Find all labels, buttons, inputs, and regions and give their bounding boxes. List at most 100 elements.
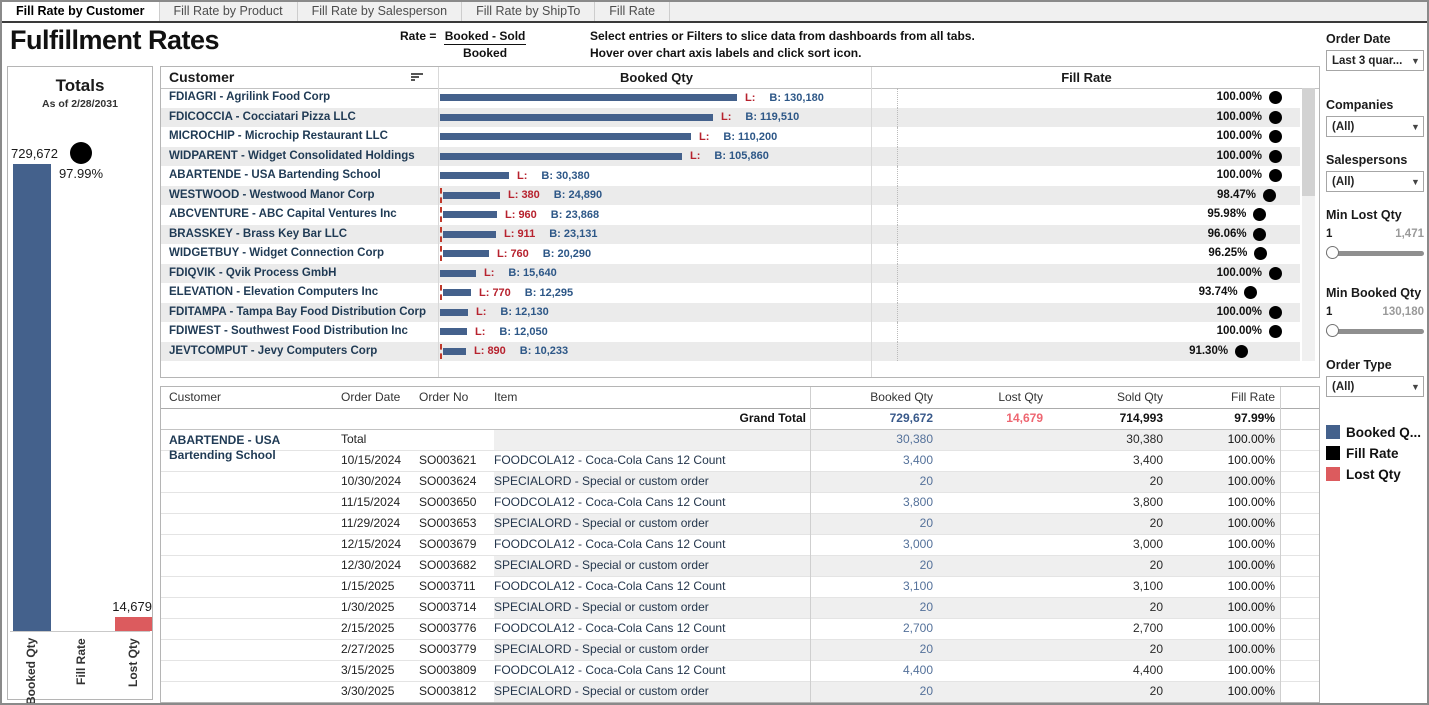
chart-row-9[interactable]: WIDGETBUY - Widget Connection Corp L: 760… bbox=[161, 244, 1300, 264]
booked-qty-bar[interactable] bbox=[440, 308, 468, 316]
chart-row-8[interactable]: BRASSKEY - Brass Key Bar LLC L: 911 B: 23,… bbox=[161, 224, 1300, 244]
chart-row-10[interactable]: FDIQVIK - Qvik Process GmbH L: B: 15,640 10… bbox=[161, 263, 1300, 283]
grand-total-row[interactable]: Grand Total 729,672 14,679 714,993 97.99… bbox=[161, 409, 1319, 430]
table-row-3[interactable]: 11/15/2024 SO003650 FOODCOLA12 - Coca-Cola… bbox=[161, 493, 1319, 514]
customer-name[interactable]: FDITAMPA - Tampa Bay Food Distribution C… bbox=[169, 305, 427, 318]
fill-rate-dot[interactable] bbox=[1268, 266, 1282, 280]
tab-fill-rate[interactable]: Fill Rate bbox=[595, 2, 671, 21]
booked-qty-bar[interactable] bbox=[443, 230, 496, 238]
customer-name[interactable]: WIDPARENT - Widget Consolidated Holdings bbox=[169, 149, 415, 162]
slider-thumb[interactable] bbox=[1326, 324, 1339, 337]
legend-item-lost-qty[interactable]: Lost Qty bbox=[1326, 464, 1401, 484]
fill-rate-dot[interactable] bbox=[1268, 110, 1282, 124]
lost-qty-mark[interactable] bbox=[440, 207, 442, 223]
booked-qty-bar[interactable] bbox=[440, 133, 691, 141]
chart-row-13[interactable]: FDIWEST - Southwest Food Distribution In… bbox=[161, 322, 1300, 342]
customer-name[interactable]: WESTWOOD - Westwood Manor Corp bbox=[169, 188, 375, 201]
booked-qty-bar[interactable] bbox=[443, 250, 489, 258]
lost-qty-mark[interactable] bbox=[440, 343, 442, 359]
table-col-booked-qty[interactable]: Booked Qty bbox=[870, 390, 933, 404]
fill-rate-dot[interactable] bbox=[1268, 305, 1282, 319]
booked-qty-bar[interactable] bbox=[443, 211, 497, 219]
chart-col-fill-rate[interactable]: Fill Rate bbox=[1061, 70, 1112, 85]
customer-name[interactable]: MICROCHIP - Microchip Restaurant LLC bbox=[169, 130, 388, 142]
booked-qty-bar[interactable] bbox=[440, 328, 467, 336]
companies-dropdown[interactable]: (All) ▼ bbox=[1326, 116, 1424, 137]
legend-item-fill-rate[interactable]: Fill Rate bbox=[1326, 443, 1399, 463]
lost-qty-mark[interactable] bbox=[440, 285, 442, 301]
fill-rate-dot[interactable] bbox=[1253, 227, 1267, 241]
fill-rate-dot[interactable] bbox=[1268, 130, 1282, 143]
fill-rate-dot[interactable] bbox=[1252, 208, 1266, 221]
table-row-11[interactable]: 3/15/2025 SO003809 FOODCOLA12 - Coca-Cola … bbox=[161, 661, 1319, 682]
table-total-row[interactable]: Total 30,380 30,380 100.00% bbox=[161, 430, 1319, 451]
chart-row-3[interactable]: MICROCHIP - Microchip Restaurant LLC L: B:… bbox=[161, 127, 1300, 147]
chart-row-1[interactable]: FDIAGRI - Agrilink Food Corp L: B: 130,180… bbox=[161, 88, 1300, 108]
table-group-customer[interactable]: ABARTENDE - USA Bartending School bbox=[169, 433, 280, 462]
fill-rate-dot[interactable] bbox=[1268, 91, 1282, 104]
fill-rate-dot[interactable] bbox=[1268, 169, 1282, 182]
table-row-8[interactable]: 1/30/2025 SO003714 SPECIALORD - Special or… bbox=[161, 598, 1319, 619]
legend-item-booked-q-[interactable]: Booked Q... bbox=[1326, 422, 1421, 442]
fill-rate-dot[interactable] bbox=[1262, 188, 1276, 202]
booked-qty-bar[interactable] bbox=[440, 152, 682, 160]
fill-rate-dot[interactable] bbox=[1234, 344, 1248, 358]
customer-name[interactable]: JEVTCOMPUT - Jevy Computers Corp bbox=[169, 344, 378, 357]
totals-axis-label-fill[interactable]: Fill Rate bbox=[74, 638, 88, 685]
tab-fill-rate-by-product[interactable]: Fill Rate by Product bbox=[160, 2, 298, 21]
customer-name[interactable]: FDIWEST - Southwest Food Distribution In… bbox=[169, 325, 408, 337]
chart-row-5[interactable]: ABARTENDE - USA Bartending School L: B: 30… bbox=[161, 166, 1300, 186]
totals-fill-rate-dot[interactable] bbox=[70, 142, 92, 164]
table-col-sold-qty[interactable]: Sold Qty bbox=[1116, 390, 1163, 404]
fill-rate-dot[interactable] bbox=[1244, 286, 1258, 299]
chart-row-11[interactable]: ELEVATION - Elevation Computers Inc L: 77… bbox=[161, 283, 1300, 303]
customer-name[interactable]: BRASSKEY - Brass Key Bar LLC bbox=[169, 227, 348, 240]
table-row-10[interactable]: 2/27/2025 SO003779 SPECIALORD - Special or… bbox=[161, 640, 1319, 661]
customer-name[interactable]: FDICOCCIA - Cocciatari Pizza LLC bbox=[169, 110, 356, 123]
chart-col-customer[interactable]: Customer bbox=[169, 69, 235, 85]
sort-icon[interactable] bbox=[411, 73, 423, 83]
slider-track[interactable] bbox=[1326, 251, 1424, 256]
customer-name[interactable]: ELEVATION - Elevation Computers Inc bbox=[169, 286, 379, 298]
table-col-fill-rate[interactable]: Fill Rate bbox=[1230, 390, 1275, 404]
lost-qty-mark[interactable] bbox=[440, 187, 442, 203]
chart-row-2[interactable]: FDICOCCIA - Cocciatari Pizza LLC L: B: 119… bbox=[161, 107, 1300, 127]
totals-axis-label-lost[interactable]: Lost Qty bbox=[126, 638, 140, 687]
table-col-order-no[interactable]: Order No bbox=[419, 390, 469, 404]
min-booked-qty-slider[interactable] bbox=[1326, 324, 1424, 338]
table-row-9[interactable]: 2/15/2025 SO003776 FOODCOLA12 - Coca-Cola … bbox=[161, 619, 1319, 640]
table-row-5[interactable]: 12/15/2024 SO003679 FOODCOLA12 - Coca-Cola… bbox=[161, 535, 1319, 556]
order-date-dropdown[interactable]: Last 3 quar... ▼ bbox=[1326, 50, 1424, 71]
table-col-lost-qty[interactable]: Lost Qty bbox=[998, 390, 1043, 404]
totals-axis-label-booked[interactable]: Booked Qty bbox=[24, 638, 38, 705]
min-lost-qty-slider[interactable] bbox=[1326, 246, 1424, 260]
chart-col-booked-qty[interactable]: Booked Qty bbox=[620, 70, 693, 85]
table-row-12[interactable]: 3/30/2025 SO003812 SPECIALORD - Special or… bbox=[161, 682, 1319, 702]
chart-row-12[interactable]: FDITAMPA - Tampa Bay Food Distribution C… bbox=[161, 302, 1300, 322]
booked-qty-bar[interactable] bbox=[440, 269, 476, 277]
customer-name[interactable]: FDIQVIK - Qvik Process GmbH bbox=[169, 266, 337, 279]
tab-fill-rate-by-customer[interactable]: Fill Rate by Customer bbox=[2, 2, 160, 21]
chart-row-6[interactable]: WESTWOOD - Westwood Manor Corp L: 380 B: 2… bbox=[161, 185, 1300, 205]
table-row-4[interactable]: 11/29/2024 SO003653 SPECIALORD - Special o… bbox=[161, 514, 1319, 535]
customer-name[interactable]: ABARTENDE - USA Bartending School bbox=[169, 169, 381, 181]
table-col-customer[interactable]: Customer bbox=[169, 390, 222, 404]
chart-row-7[interactable]: ABCVENTURE - ABC Capital Ventures Inc L: … bbox=[161, 205, 1300, 225]
fill-rate-dot[interactable] bbox=[1268, 325, 1282, 338]
fill-rate-dot[interactable] bbox=[1268, 149, 1282, 163]
table-col-order-date[interactable]: Order Date bbox=[341, 390, 401, 404]
booked-qty-bar[interactable] bbox=[443, 191, 500, 199]
booked-qty-bar[interactable] bbox=[443, 347, 466, 355]
table-row-6[interactable]: 12/30/2024 SO003682 SPECIALORD - Special o… bbox=[161, 556, 1319, 577]
lost-qty-mark[interactable] bbox=[440, 226, 442, 242]
booked-qty-bar[interactable] bbox=[440, 113, 713, 121]
booked-qty-bar[interactable] bbox=[443, 289, 471, 297]
salespersons-dropdown[interactable]: (All) ▼ bbox=[1326, 171, 1424, 192]
lost-qty-mark[interactable] bbox=[440, 246, 442, 262]
customer-name[interactable]: FDIAGRI - Agrilink Food Corp bbox=[169, 91, 331, 103]
table-row-2[interactable]: 10/30/2024 SO003624 SPECIALORD - Special o… bbox=[161, 472, 1319, 493]
tab-fill-rate-by-shipto[interactable]: Fill Rate by ShipTo bbox=[462, 2, 596, 21]
fill-rate-dot[interactable] bbox=[1253, 247, 1267, 260]
slider-thumb[interactable] bbox=[1326, 246, 1339, 259]
totals-booked-bar[interactable] bbox=[13, 164, 51, 631]
